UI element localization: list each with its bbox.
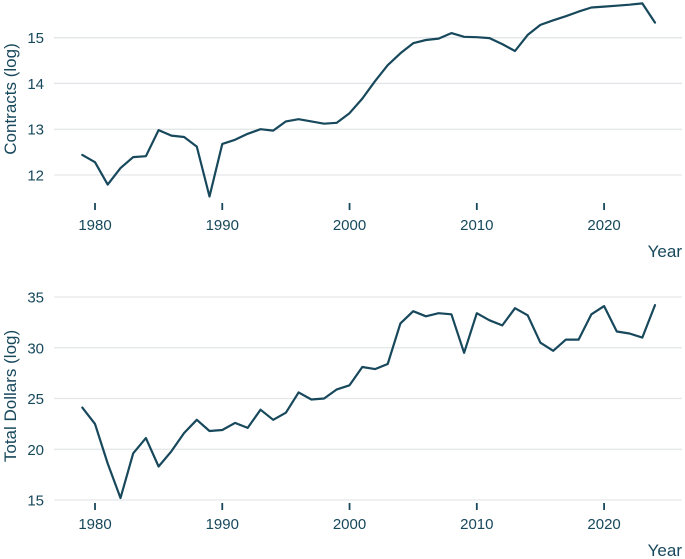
bottom-chart-y-tick-label: 20 bbox=[27, 442, 44, 459]
top-chart-data-line bbox=[81, 2, 657, 198]
top-chart-y-tick-label: 14 bbox=[27, 76, 44, 93]
top-chart-x-tick-label: 2020 bbox=[587, 217, 620, 234]
bottom-chart-y-tick-label: 30 bbox=[27, 340, 44, 357]
bottom-chart-x-tick-label: 1990 bbox=[206, 516, 239, 533]
top-chart-y-tick-label: 12 bbox=[27, 168, 44, 185]
top-chart-y-tick-label: 15 bbox=[27, 30, 44, 47]
top-chart-y-axis-title: Contracts (log) bbox=[1, 43, 20, 154]
bottom-chart-y-tick-label: 25 bbox=[27, 391, 44, 408]
bottom-chart-data-line bbox=[81, 304, 657, 500]
bottom-chart-x-axis-title: Year bbox=[648, 541, 683, 559]
top-chart-x-tick-label: 1990 bbox=[206, 217, 239, 234]
bottom-chart-y-tick-label: 35 bbox=[27, 290, 44, 307]
bottom-chart-x-tick-label: 2020 bbox=[587, 516, 620, 533]
top-chart-x-tick-label: 2000 bbox=[333, 217, 366, 234]
top-chart-x-tick-label: 2010 bbox=[460, 217, 493, 234]
bottom-chart-x-tick-label: 2010 bbox=[460, 516, 493, 533]
bottom-chart-y-axis-title: Total Dollars (log) bbox=[1, 330, 20, 462]
top-chart-y-tick-label: 13 bbox=[27, 122, 44, 139]
bottom-chart-x-tick-label: 1980 bbox=[78, 516, 111, 533]
bottom-chart-y-tick-label: 15 bbox=[27, 493, 44, 510]
top-chart-x-axis-title: Year bbox=[648, 242, 683, 261]
top-chart-x-tick-label: 1980 bbox=[78, 217, 111, 234]
bottom-chart-x-tick-label: 2000 bbox=[333, 516, 366, 533]
